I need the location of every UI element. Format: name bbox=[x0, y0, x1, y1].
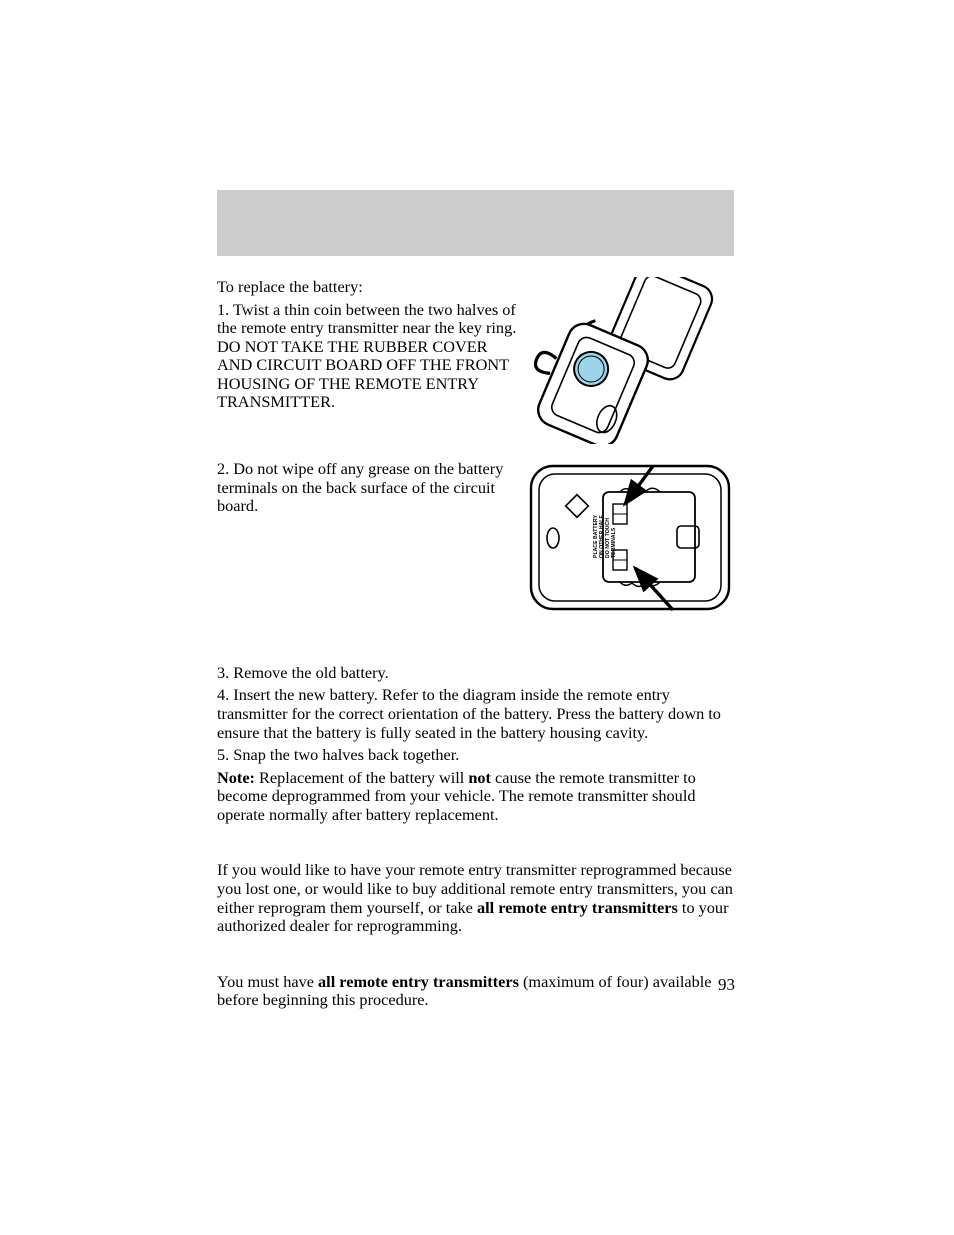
step-3: 3. Remove the old battery. bbox=[217, 664, 734, 683]
step-1: 1. Twist a thin coin between the two hal… bbox=[217, 301, 525, 412]
note-text-a: Replacement of the battery will bbox=[255, 768, 468, 787]
must-have-paragraph: You must have all remote entry transmitt… bbox=[217, 973, 734, 1010]
must-bold: all remote entry transmitters bbox=[318, 972, 519, 991]
reprogram-paragraph: If you would like to have your remote en… bbox=[217, 861, 734, 935]
step-5: 5. Snap the two halves back together. bbox=[217, 746, 734, 765]
step-4: 4. Insert the new battery. Refer to the … bbox=[217, 686, 734, 742]
step-2: 2. Do not wipe off any grease on the bat… bbox=[217, 460, 525, 516]
header-band bbox=[217, 190, 734, 256]
reprog-bold: all remote entry transmitters bbox=[477, 898, 678, 917]
note-label: Note: bbox=[217, 768, 255, 787]
body-content: To replace the battery: 1. Twist a thin … bbox=[217, 278, 734, 1014]
note-paragraph: Note: Replacement of the battery will no… bbox=[217, 769, 734, 825]
note-not: not bbox=[468, 768, 491, 787]
page-number: 93 bbox=[718, 975, 735, 995]
intro-text: To replace the battery: bbox=[217, 278, 734, 297]
must-a: You must have bbox=[217, 972, 318, 991]
